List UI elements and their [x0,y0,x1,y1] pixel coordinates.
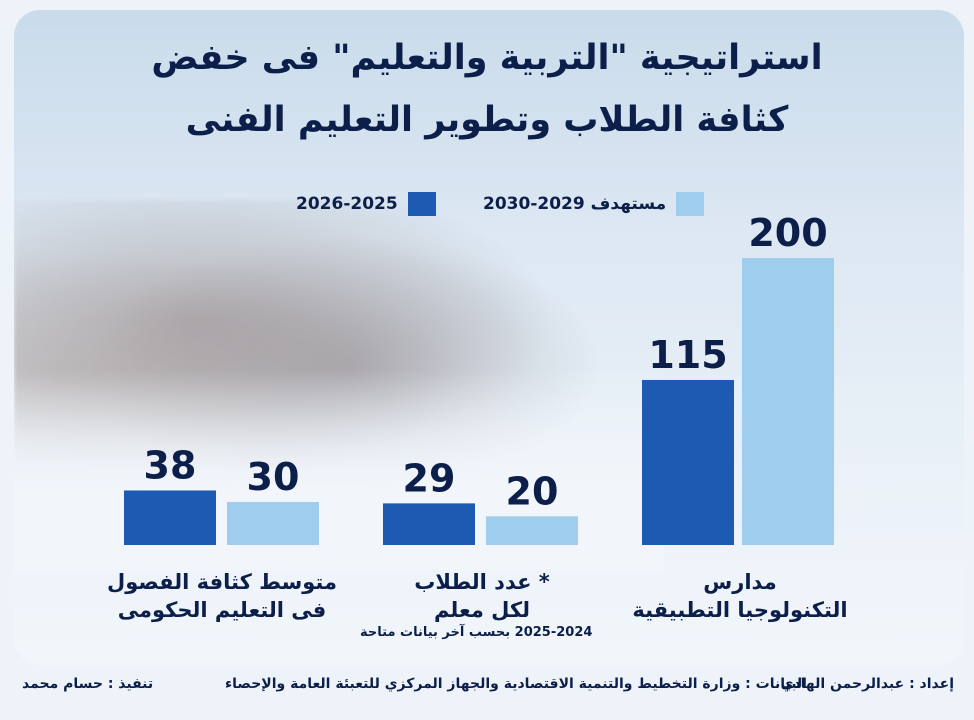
title-line-2: كثافة الطلاب وتطوير التعليم الفنى [185,100,789,140]
legend-swatch-current [407,192,436,216]
category-label-students-per-teacher-line2: لكل معلم [433,598,531,622]
value-label-students-per-teacher-current: 29 [403,456,456,500]
bar-students-per-teacher-target [486,516,578,545]
title-line-1: استراتيجية "التربية والتعليم" فى خفض [151,38,823,78]
footer-author: إعداد : عبدالرحمن الهادي [780,676,954,692]
value-label-tech-schools-current: 115 [648,333,727,377]
students-per-teacher-note: 2025-2024 بحسب آخر بيانات متاحة [360,625,593,640]
category-label-students-per-teacher: * عدد الطلاب لكل معلم [352,568,612,624]
footer-design: تنفيذ : حسام محمد [22,676,154,692]
value-label-students-per-teacher-target: 20 [506,469,559,513]
legend-swatch-target [676,192,705,216]
legend-current: 2026-2025 [296,192,436,216]
legend-label-target: مستهدف 2029-2030 [483,194,667,214]
value-label-class-density-target: 30 [247,455,300,499]
bar-tech-schools-current [642,379,734,545]
legend-target: مستهدف 2029-2030 [483,192,705,216]
category-label-class-density: متوسط كثافة الفصول فى التعليم الحكومى [92,568,352,624]
category-label-tech-schools-line1: مدارس [703,570,777,594]
value-label-class-density-current: 38 [144,443,197,487]
category-label-class-density-line2: فى التعليم الحكومى [117,598,327,622]
bar-class-density-current [124,490,216,545]
value-label-tech-schools-target: 200 [748,211,827,255]
footer-source: البيانات : وزارة التخطيط والتنمية الاقتص… [225,676,807,692]
bar-class-density-target [227,501,319,545]
category-label-tech-schools: مدارس التكنولوجيا التطبيقية [610,568,870,624]
category-label-students-per-teacher-line1: * عدد الطلاب [414,570,550,594]
bar-tech-schools-target [742,258,834,545]
category-label-tech-schools-line2: التكنولوجيا التطبيقية [632,598,848,622]
bar-students-per-teacher-current [383,503,475,545]
legend-label-current: 2026-2025 [296,194,398,214]
category-label-class-density-line1: متوسط كثافة الفصول [107,570,337,594]
